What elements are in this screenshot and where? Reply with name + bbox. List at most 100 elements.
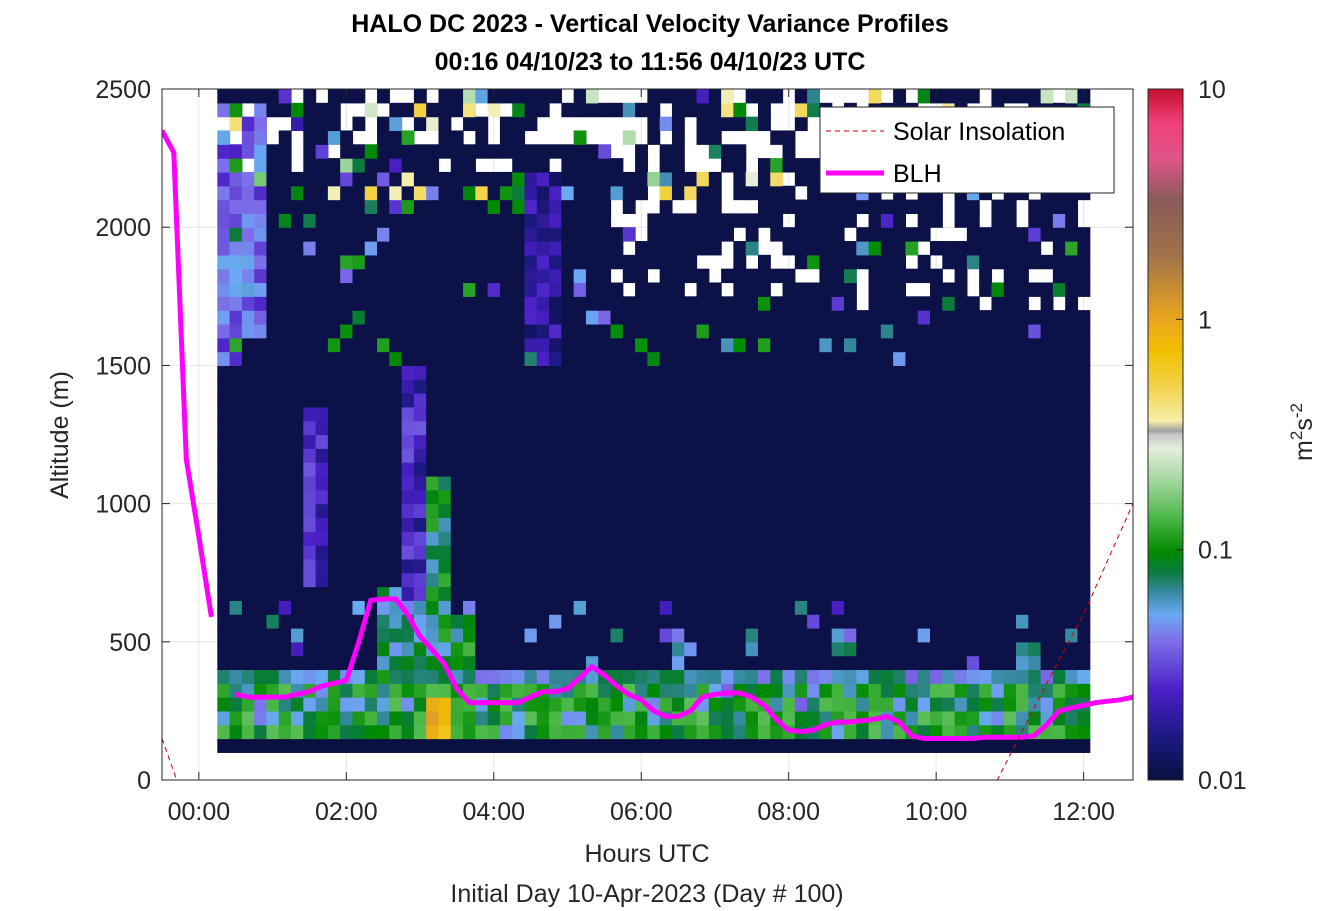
heatmap-cell (413, 531, 427, 546)
heatmap-cell (254, 462, 268, 477)
heatmap-cell (291, 489, 304, 505)
heatmap-cell (364, 158, 378, 173)
heatmap-cell (856, 558, 870, 574)
heatmap-cell (659, 586, 673, 601)
heatmap-cell (438, 323, 452, 339)
heatmap-cell (868, 448, 882, 463)
heatmap-cell (843, 406, 857, 422)
heatmap-cell (524, 586, 538, 601)
heatmap-cell (463, 171, 476, 187)
x-tick-label: 12:00 (1052, 798, 1115, 826)
heatmap-cell (438, 116, 452, 132)
heatmap-cell (794, 310, 808, 325)
heatmap-cell (315, 116, 329, 132)
heatmap-cell (868, 406, 882, 422)
heatmap-cell (254, 268, 268, 284)
heatmap-cell (708, 130, 722, 145)
heatmap-cell (647, 296, 661, 311)
heatmap-cell (266, 379, 280, 394)
heatmap-cell (807, 102, 821, 118)
heatmap-cell (647, 641, 661, 657)
heatmap-cell (1052, 420, 1066, 436)
heatmap-cell (843, 586, 857, 601)
heatmap-cell (917, 434, 931, 449)
heatmap-cell (524, 614, 538, 629)
heatmap-cell (585, 627, 599, 643)
heatmap-cell (893, 406, 907, 422)
heatmap-cell (229, 710, 243, 726)
heatmap-cell (315, 475, 329, 491)
heatmap-cell (475, 614, 489, 629)
heatmap-cell (438, 144, 452, 159)
heatmap-cell (413, 420, 427, 436)
heatmap-cell (450, 89, 464, 104)
heatmap-cell (1077, 310, 1091, 325)
heatmap-cell (278, 586, 292, 601)
heatmap-cell (450, 586, 464, 601)
heatmap-cell (930, 572, 943, 588)
heatmap-cell (782, 310, 796, 325)
heatmap-cell (241, 489, 255, 505)
heatmap-cell (573, 310, 587, 325)
heatmap-cell (831, 489, 845, 505)
heatmap-cell (413, 489, 427, 505)
heatmap-cell (659, 296, 673, 311)
heatmap-cell (745, 365, 759, 380)
heatmap-cell (757, 489, 771, 505)
heatmap-cell (229, 406, 243, 422)
heatmap-cell (413, 254, 427, 270)
heatmap-cell (389, 185, 403, 201)
heatmap-cell (217, 158, 231, 173)
heatmap-cell (499, 282, 513, 297)
heatmap-cell (598, 406, 612, 422)
heatmap-cell (610, 475, 624, 491)
heatmap-cell (254, 710, 268, 726)
heatmap-cell (1016, 738, 1029, 753)
heatmap-cell (905, 669, 919, 684)
heatmap-cell (499, 296, 513, 311)
heatmap-cell (610, 185, 624, 201)
heatmap-cell (217, 420, 231, 436)
y-tick-label: 0 (137, 767, 151, 795)
heatmap-cell (413, 641, 427, 657)
heatmap-cell (598, 213, 612, 228)
heatmap-cell (647, 241, 661, 256)
heatmap-cell (426, 448, 440, 463)
heatmap-cell (1028, 213, 1042, 228)
heatmap-cell (843, 669, 857, 684)
heatmap-cell (905, 296, 919, 311)
heatmap-cell (315, 558, 329, 574)
heatmap-cell (229, 724, 243, 740)
heatmap-cell (1065, 89, 1079, 104)
heatmap-cell (426, 683, 440, 698)
heatmap-cell (684, 558, 698, 574)
heatmap-cell (991, 227, 1005, 242)
heatmap-cell (807, 337, 821, 353)
heatmap-cell (868, 393, 882, 408)
heatmap-cell (635, 503, 648, 519)
heatmap-cell (856, 683, 870, 698)
heatmap-cell (536, 614, 550, 629)
heatmap-cell (499, 475, 513, 491)
heatmap-cell (303, 296, 317, 311)
heatmap-cell (622, 614, 636, 629)
heatmap-cell (278, 517, 292, 532)
heatmap-cell (278, 614, 292, 629)
heatmap-cell (475, 379, 489, 394)
heatmap-cell (389, 475, 403, 491)
heatmap-cell (905, 448, 919, 463)
heatmap-cell (303, 406, 317, 422)
heatmap-cell (315, 545, 329, 560)
heatmap-cell (794, 199, 808, 214)
heatmap-cell (622, 462, 636, 477)
heatmap-cell (745, 310, 759, 325)
heatmap-cell (278, 558, 292, 574)
heatmap-cell (487, 185, 501, 201)
heatmap-cell (610, 517, 624, 532)
heatmap-cell (831, 641, 845, 657)
heatmap-cell (413, 323, 427, 339)
heatmap-cell (1028, 462, 1042, 477)
heatmap-cell (733, 351, 747, 366)
heatmap-cell (340, 254, 354, 270)
heatmap-cell (979, 475, 993, 491)
